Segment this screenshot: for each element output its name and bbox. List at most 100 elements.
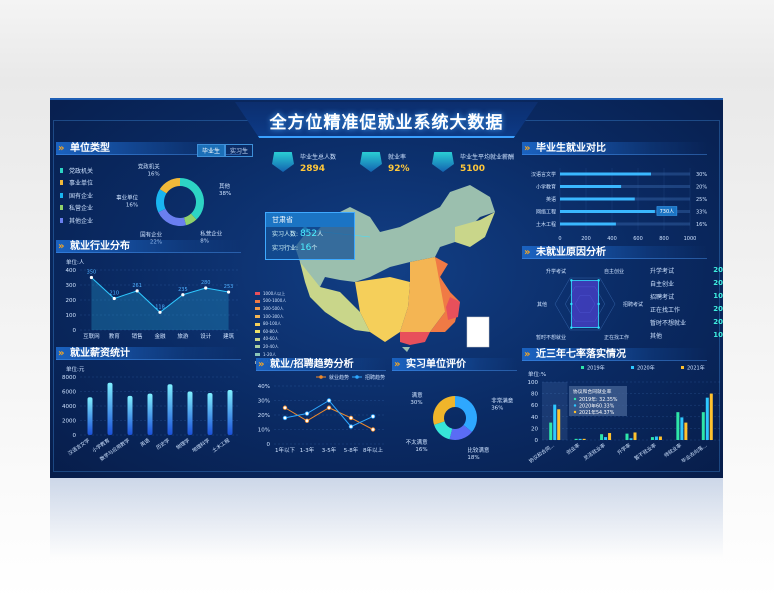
legend-label: 私营企业 xyxy=(69,205,94,213)
rate-bar xyxy=(600,434,604,440)
map-region-northwest[interactable] xyxy=(295,185,495,287)
map-region-hainan[interactable] xyxy=(402,347,410,352)
legend-label: 招聘趋势 xyxy=(365,374,385,381)
panel-header-reasons: » 未就业原因分析 xyxy=(522,246,707,259)
legend-item: 其他企业 xyxy=(60,214,93,227)
chevron-icon: » xyxy=(58,348,65,359)
category-label: 网络工程 xyxy=(536,209,556,216)
radar-point xyxy=(570,279,573,282)
rate-bar xyxy=(625,433,629,440)
legend-label: 事业单位 xyxy=(69,180,94,188)
x-tick-label: 1-3年 xyxy=(300,446,315,454)
slice-value: 38% xyxy=(219,191,231,197)
map-legend-item: 80-100人 xyxy=(255,320,286,328)
x-tick-label: 灵活就业率 xyxy=(582,442,607,462)
tab-graduates[interactable]: 毕业生 xyxy=(197,144,226,157)
tooltip-value: 852 xyxy=(299,229,318,239)
chevron-icon: » xyxy=(258,359,265,370)
map-region-zhejiang[interactable] xyxy=(446,297,460,320)
data-point xyxy=(326,405,332,410)
map-region-southwest[interactable] xyxy=(355,277,410,342)
tooltip-marker xyxy=(573,410,577,414)
legend-item: 党政机关 xyxy=(60,164,93,177)
stat-label: 毕业生平均就业薪酬 xyxy=(460,154,515,161)
compare-bar xyxy=(560,222,616,226)
map-region-guangdong[interactable] xyxy=(400,332,430,345)
tab-interns[interactable]: 实习生 xyxy=(225,144,254,157)
panel-header-salary: » 就业薪资统计 xyxy=(56,347,241,360)
y-tick-label: 300 xyxy=(66,283,77,289)
legend-label: 300-500人 xyxy=(263,305,284,311)
legend-label: 40-60人 xyxy=(263,336,279,342)
radar-point xyxy=(597,326,600,329)
x-tick-label: 设计 xyxy=(200,332,212,340)
reason-pct: 10% xyxy=(713,292,723,300)
stat-value: 2894 xyxy=(300,164,326,174)
tooltip-province: 甘肃省 xyxy=(266,213,354,227)
tooltip-label: 实习人数: xyxy=(272,231,299,238)
data-label: 235 xyxy=(178,287,188,293)
reason-pct: 20% xyxy=(713,266,723,274)
reason-label: 暂时不想就业 xyxy=(650,320,687,327)
tooltip-marker xyxy=(573,397,577,401)
chevron-icon: » xyxy=(394,359,401,370)
legend-label: 2021年 xyxy=(687,365,705,372)
slice-label: 其他 xyxy=(219,182,231,190)
panel-header-compare: » 毕业生就业对比 xyxy=(522,142,707,155)
compare-hbar-chart: 0 200 400 600 800 1000 汉语言文学 30% 小学教育 20% 英语 25% 网络工… xyxy=(531,168,707,242)
x-tick-label: 200 xyxy=(581,236,591,242)
data-point xyxy=(226,290,231,294)
map-legend-item: 1000人以上 xyxy=(255,290,286,298)
radar-axis-label: 升学考试 xyxy=(546,268,566,275)
legend-label: 党政机关 xyxy=(69,167,94,175)
y-tick-label: 10% xyxy=(258,428,270,434)
slice-label: 国有企业 xyxy=(140,230,163,238)
chevron-icon: » xyxy=(524,349,531,360)
data-label: 118 xyxy=(155,304,165,310)
slice-label: 比较满意 xyxy=(467,446,490,454)
pct-label: 33% xyxy=(696,210,707,216)
rate-bar xyxy=(604,437,608,440)
slice-value: 18% xyxy=(467,455,479,461)
map-region-northeast[interactable] xyxy=(455,212,495,247)
category-label: 土木工程 xyxy=(536,221,556,228)
compare-bar xyxy=(560,197,635,201)
legend-swatch xyxy=(60,217,63,223)
y-tick-label: 40 xyxy=(531,415,538,421)
dashboard: 全方位精准促就业系统大数据 » 单位类型 毕业生 实习生 党政机关 事业单位 国有企业… xyxy=(50,98,723,478)
tooltip-value: 16 xyxy=(299,243,312,253)
x-tick-label: 5-8年 xyxy=(344,446,359,454)
map-tooltip: 甘肃省 实习人数: 852人 实习行业: 16个 xyxy=(265,212,355,260)
chart-tooltip xyxy=(569,386,627,416)
panel-header-evaluation: » 实习单位评价 xyxy=(392,358,517,371)
compare-bar xyxy=(560,185,622,188)
legend-swatch xyxy=(60,167,63,173)
slice-label: 私营企业 xyxy=(200,229,223,237)
stat-2: 毕业生平均就业薪酬 5100 xyxy=(432,152,514,174)
y-tick-label: 20 xyxy=(531,426,538,432)
x-tick-label: 协议和合同... xyxy=(527,442,556,465)
tooltip-row: 2019年: 32.35% xyxy=(579,396,618,403)
donut-slice xyxy=(455,396,477,433)
map-legend-item: 300-500人 xyxy=(255,305,286,313)
x-tick-label: 升学率 xyxy=(616,442,632,456)
bar-track xyxy=(560,185,690,188)
reason-item: 其他 10% xyxy=(650,331,723,344)
donut-slice xyxy=(158,208,186,226)
radar-axis-label: 暂时不想就业 xyxy=(536,334,566,341)
map-region-central[interactable] xyxy=(400,257,450,342)
unit-type-legend: 党政机关 事业单位 国有企业 私营企业 其他企业 xyxy=(60,164,93,227)
legend-swatch xyxy=(255,307,260,311)
map-region-tibet[interactable] xyxy=(300,262,370,332)
bar-tooltip-text: 730人 xyxy=(660,209,675,215)
china-map[interactable] xyxy=(260,182,500,352)
data-point xyxy=(304,411,310,416)
y-tick-label: 30% xyxy=(258,399,270,405)
page-title: 全方位精准促就业系统大数据 xyxy=(269,113,504,133)
y-tick-label: 0 xyxy=(73,433,77,439)
donut-slice xyxy=(159,178,180,194)
x-tick-label: 互联网 xyxy=(83,332,100,340)
panel-header-rates: » 近三年七率落实情况 xyxy=(522,348,707,361)
y-tick-label: 40% xyxy=(258,384,270,390)
reason-pct: 20% xyxy=(713,279,723,287)
